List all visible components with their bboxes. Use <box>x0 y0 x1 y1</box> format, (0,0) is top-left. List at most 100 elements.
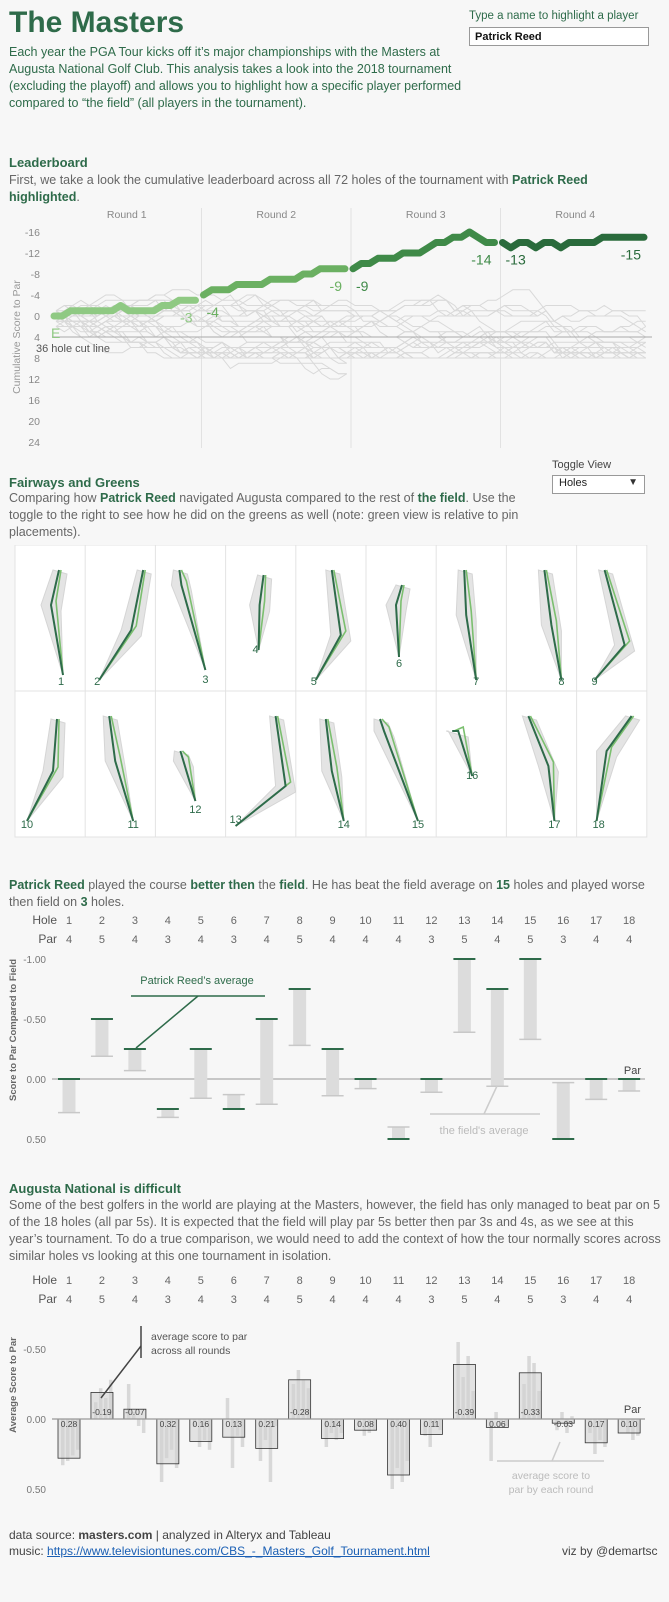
source-pre: data source: <box>9 1528 79 1542</box>
hole-number: 7 <box>264 915 270 927</box>
source-site: masters.com <box>78 1528 153 1542</box>
hole-number: 4 <box>165 915 171 927</box>
hole-number-label: 17 <box>548 819 560 831</box>
player-shot-path <box>178 569 207 671</box>
par-value: 5 <box>99 934 105 946</box>
field-player-line <box>56 315 347 338</box>
difference-bar <box>523 959 537 1040</box>
hole-average-label: -0.19 <box>92 1407 112 1417</box>
player-shot-path <box>398 584 405 658</box>
field-player-line <box>55 294 646 359</box>
hole-header: Hole <box>32 1273 57 1287</box>
difference-bar <box>589 1079 603 1100</box>
y-tick-label: 0.00 <box>27 1415 47 1426</box>
leaderboard-player: Patrick Reed <box>512 173 588 187</box>
comparison-field: field <box>279 878 305 892</box>
hole-number: 15 <box>524 915 536 927</box>
by-round-annotation: par by each round <box>509 1484 594 1496</box>
player-shot-path <box>327 718 345 822</box>
comparison-t4: holes and played worse then field on <box>9 878 645 909</box>
player-shot-path <box>314 569 342 681</box>
hole-number: 18 <box>623 915 635 927</box>
field-annotation-pointer <box>483 1085 498 1115</box>
par-value: 5 <box>461 934 467 946</box>
hole-average-label: 0.10 <box>621 1419 638 1429</box>
music-link[interactable]: https://www.televisiontunes.com/CBS_-_Ma… <box>47 1544 430 1558</box>
player-shot-path <box>453 725 473 777</box>
player-shot-path <box>545 569 563 681</box>
y-tick-label: 16 <box>28 395 40 407</box>
hole-number: 18 <box>623 1275 635 1287</box>
player-shot-path <box>98 569 145 681</box>
difference-bar <box>424 1079 438 1093</box>
player-shot-path <box>595 715 633 822</box>
par-value: 3 <box>231 934 237 946</box>
fairways-text: Comparing how Patrick Reed navigated Aug… <box>9 490 539 541</box>
par-value: 4 <box>626 1294 632 1306</box>
hole-number-label: 3 <box>202 674 208 686</box>
round-average-bar <box>489 1419 493 1461</box>
hole-average-label: -0.33 <box>521 1407 541 1417</box>
y-tick-label: 24 <box>28 437 40 449</box>
hole-number: 10 <box>359 915 371 927</box>
player-shot-path <box>379 718 419 822</box>
player-score-label: E <box>51 325 60 341</box>
par-label: Par <box>624 1065 641 1077</box>
player-score-label: -4 <box>207 304 220 320</box>
toggle-view-select[interactable]: Holes ▼ <box>552 475 645 494</box>
difference-bar <box>128 1049 142 1071</box>
y-tick-label: 0.50 <box>27 1135 47 1146</box>
comparison-beat-count: 15 <box>496 878 510 892</box>
hole-number: 17 <box>590 915 602 927</box>
field-shot-area <box>249 574 273 651</box>
hole-number: 3 <box>132 1275 138 1287</box>
music-pre: music: <box>9 1544 48 1558</box>
hole-number: 17 <box>590 1275 602 1287</box>
hole-number: 16 <box>557 1275 569 1287</box>
field-player-line <box>55 315 347 375</box>
par-value: 5 <box>461 1294 467 1306</box>
hole-average-label: 0.08 <box>357 1419 374 1429</box>
par-label: Par <box>624 1404 641 1416</box>
player-shot-path <box>181 750 197 802</box>
round-label: Round 2 <box>256 209 296 221</box>
round-average-bar <box>225 1398 230 1419</box>
hole-average-label: 0.14 <box>324 1419 341 1429</box>
hole-number-label: 8 <box>558 676 564 688</box>
y-tick-label: -1.00 <box>23 955 46 966</box>
round-average-bar <box>230 1419 235 1468</box>
par-value: 4 <box>362 1294 368 1306</box>
player-round-line <box>499 233 648 252</box>
hole-number-label: 13 <box>229 814 241 826</box>
field-player-line <box>55 304 347 364</box>
hole-number-label: 15 <box>412 819 424 831</box>
par-value: 4 <box>395 934 401 946</box>
hole-average-label: 0.40 <box>390 1419 407 1429</box>
comparison-better: better then <box>190 878 255 892</box>
hole-number-label: 6 <box>396 658 402 670</box>
hole-number: 14 <box>491 915 503 927</box>
player-shot-path <box>179 750 197 802</box>
hole-average-label: 0.13 <box>225 1419 242 1429</box>
par-value: 4 <box>494 1294 500 1306</box>
round-label: Round 3 <box>406 209 446 221</box>
player-annotation: Patrick Reed’s average <box>140 975 254 987</box>
player-shot-path <box>180 569 207 671</box>
comparison-t5: holes. <box>87 895 125 909</box>
hole-number: 1 <box>66 1275 72 1287</box>
comparison-t2: the <box>254 878 280 892</box>
difference-bar <box>457 959 471 1033</box>
player-shot-path <box>257 574 265 651</box>
par-value: 3 <box>428 934 434 946</box>
par-value: 5 <box>527 934 533 946</box>
hole-number: 4 <box>165 1275 171 1287</box>
par-value: 5 <box>297 1294 303 1306</box>
highlight-player-input[interactable] <box>469 27 649 46</box>
player-shot-path <box>465 569 477 681</box>
hole-number: 12 <box>425 1275 437 1287</box>
hole-number-label: 11 <box>127 819 138 831</box>
par-value: 4 <box>395 1294 401 1306</box>
player-shot-path <box>257 574 267 651</box>
par-value: 3 <box>165 1294 171 1306</box>
fairways-player: Patrick Reed <box>100 491 176 505</box>
